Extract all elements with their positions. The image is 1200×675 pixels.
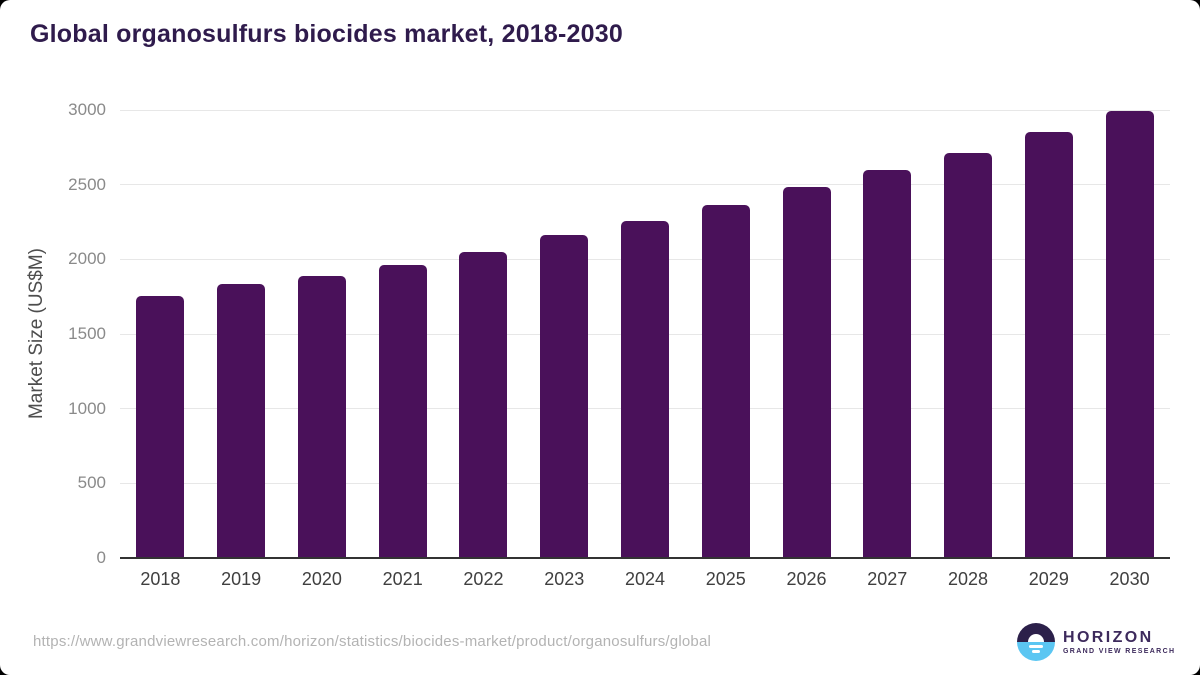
x-tick-label: 2021 <box>382 569 423 589</box>
bar-slot <box>1008 110 1089 558</box>
y-tick-label: 2500 <box>68 174 106 194</box>
logo-subtitle: GRAND VIEW RESEARCH <box>1063 648 1176 655</box>
x-tick-label: 2023 <box>544 569 585 589</box>
x-tick-label: 2027 <box>867 569 908 589</box>
gridline <box>120 109 1170 111</box>
logo-title: HORIZON <box>1063 629 1154 646</box>
sun-reflection-line-icon <box>1029 645 1043 648</box>
y-tick-label: 1000 <box>68 398 106 418</box>
bar-slot <box>685 110 766 558</box>
x-axis-ticks: 2018 2019 2020 2021 2022 2023 2024 2025 2026 2027… <box>120 569 1170 590</box>
plot-area <box>120 109 1170 559</box>
bar-2025 <box>701 204 750 558</box>
bar-2028 <box>944 152 993 558</box>
y-axis-ticks: 0 500 1000 1500 2000 2500 3000 <box>0 101 106 567</box>
x-tick-label: 2024 <box>624 569 665 589</box>
bar-slot <box>282 110 363 558</box>
x-tick-label: 2030 <box>1109 569 1150 589</box>
y-tick-label: 3000 <box>68 100 106 119</box>
bar-2021 <box>378 265 427 558</box>
x-tick-label: 2019 <box>221 569 262 589</box>
horizon-logo: HORIZON GRAND VIEW RESEARCH <box>1017 623 1175 661</box>
gridline <box>120 184 1170 186</box>
sun-dome-icon <box>1028 634 1044 642</box>
horizon-logo-icon <box>1017 623 1055 661</box>
bar-slot <box>847 110 928 558</box>
bar-2018 <box>136 295 185 558</box>
x-tick-label: 2020 <box>301 569 342 589</box>
bar-2020 <box>297 275 346 558</box>
x-tick-label: 2028 <box>948 569 989 589</box>
x-tick-label: 2025 <box>705 569 746 589</box>
bar-2022 <box>459 251 508 558</box>
chart-title: Global organosulfurs biocides market, 20… <box>30 20 623 48</box>
bar-slot <box>362 110 443 558</box>
bar-slot <box>201 110 282 558</box>
x-tick-label: 2026 <box>786 569 827 589</box>
bar-2023 <box>540 235 589 558</box>
x-axis-line <box>120 557 1170 559</box>
source-url: https://www.grandviewresearch.com/horizo… <box>33 633 712 650</box>
bar-2027 <box>863 170 912 558</box>
y-tick-label: 2000 <box>68 249 106 269</box>
x-tick-label: 2029 <box>1028 569 1069 589</box>
bar-slot <box>766 110 847 558</box>
bar-slot <box>928 110 1009 558</box>
logo-text: HORIZON GRAND VIEW RESEARCH <box>1063 629 1175 655</box>
y-tick-label: 0 <box>96 548 106 567</box>
bar-slot <box>1089 110 1170 558</box>
bar-2024 <box>620 220 669 558</box>
bar-2030 <box>1105 110 1154 558</box>
bar-slot <box>120 110 201 558</box>
y-tick-label: 1500 <box>68 324 106 343</box>
bar-2026 <box>782 186 831 558</box>
x-tick-label: 2018 <box>140 569 181 589</box>
bar-2029 <box>1024 132 1073 558</box>
bar-slot <box>443 110 524 558</box>
bar-slot <box>524 110 605 558</box>
x-tick-label: 2022 <box>463 569 504 589</box>
bar-slot <box>605 110 686 558</box>
bar-series <box>120 110 1170 558</box>
sun-reflection-line-icon <box>1032 650 1040 653</box>
bar-2019 <box>217 283 266 558</box>
y-tick-label: 500 <box>77 473 106 493</box>
